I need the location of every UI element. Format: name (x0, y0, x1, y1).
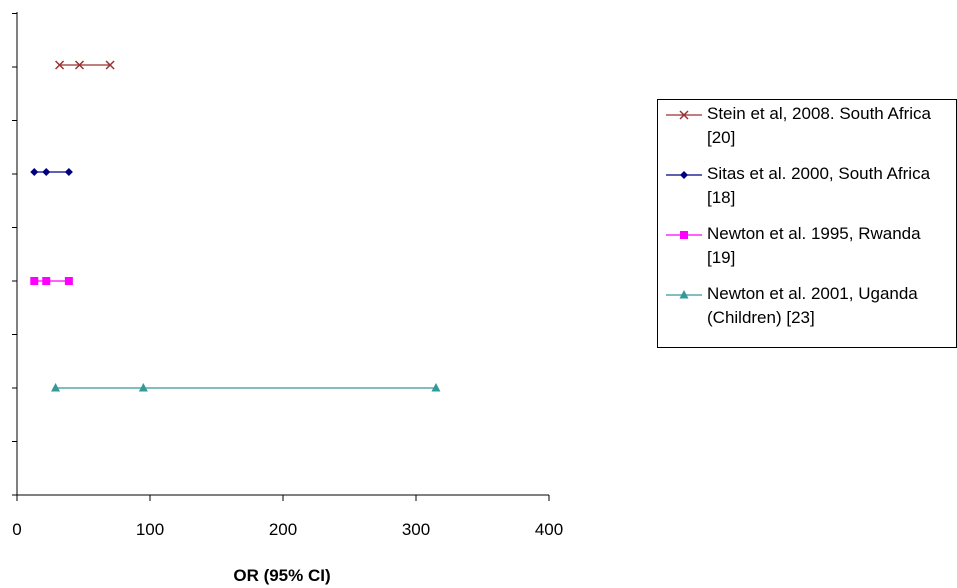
legend-marker-x-icon (666, 110, 702, 120)
x-tick-label: 300 (402, 520, 430, 539)
x-tick-label: 400 (535, 520, 563, 539)
x-tick-label: 100 (136, 520, 164, 539)
x-tick-labels: 0 100 200 300 400 (12, 520, 563, 539)
legend-entry-newton-2001: Newton et al. 2001, Uganda (Children) [2… (658, 282, 956, 342)
legend-entry-newton-1995: Newton et al. 1995, Rwanda [19] (658, 222, 956, 282)
x-tick-label: 200 (269, 520, 297, 539)
data-point (55, 60, 65, 70)
x-axis-title: OR (95% CI) (233, 566, 330, 585)
legend-entry-sitas: Sitas et al. 2000, South Africa [18] (658, 162, 956, 222)
plot-axes (12, 12, 550, 501)
data-point (74, 60, 85, 70)
legend-label: Sitas et al. 2000, South Africa [18] (707, 164, 931, 207)
legend-label: Stein et al, 2008. South Africa [20] (707, 104, 931, 147)
series-4 (51, 383, 441, 392)
data-point (30, 168, 39, 176)
legend-marker (679, 290, 689, 299)
legend-marker (680, 231, 688, 239)
x-tick-label: 0 (12, 520, 21, 539)
data-point (431, 383, 441, 392)
series-2 (30, 168, 73, 176)
legend-label: Newton et al. 2001, Uganda (Children) [2… (707, 284, 918, 327)
legend-marker-triangle-icon (666, 290, 702, 299)
legend-entry-stein: Stein et al, 2008. South Africa [20] (658, 102, 956, 162)
series-3 (30, 277, 73, 285)
data-point (42, 168, 51, 176)
legend-marker (679, 110, 689, 120)
data-point (42, 277, 51, 285)
series-1 (55, 60, 115, 70)
chart-legend: Stein et al, 2008. South Africa [20] Sit… (657, 99, 957, 348)
data-point (64, 277, 73, 285)
data-point (105, 60, 115, 70)
data-point (64, 168, 73, 176)
data-point (138, 383, 148, 392)
legend-marker (680, 171, 688, 179)
data-point (51, 383, 61, 392)
data-point (30, 277, 39, 285)
series-layer (30, 60, 441, 392)
legend-marker-square-icon (666, 231, 702, 239)
legend-label: Newton et al. 1995, Rwanda [19] (707, 224, 921, 267)
legend-marker-diamond-icon (666, 171, 702, 179)
